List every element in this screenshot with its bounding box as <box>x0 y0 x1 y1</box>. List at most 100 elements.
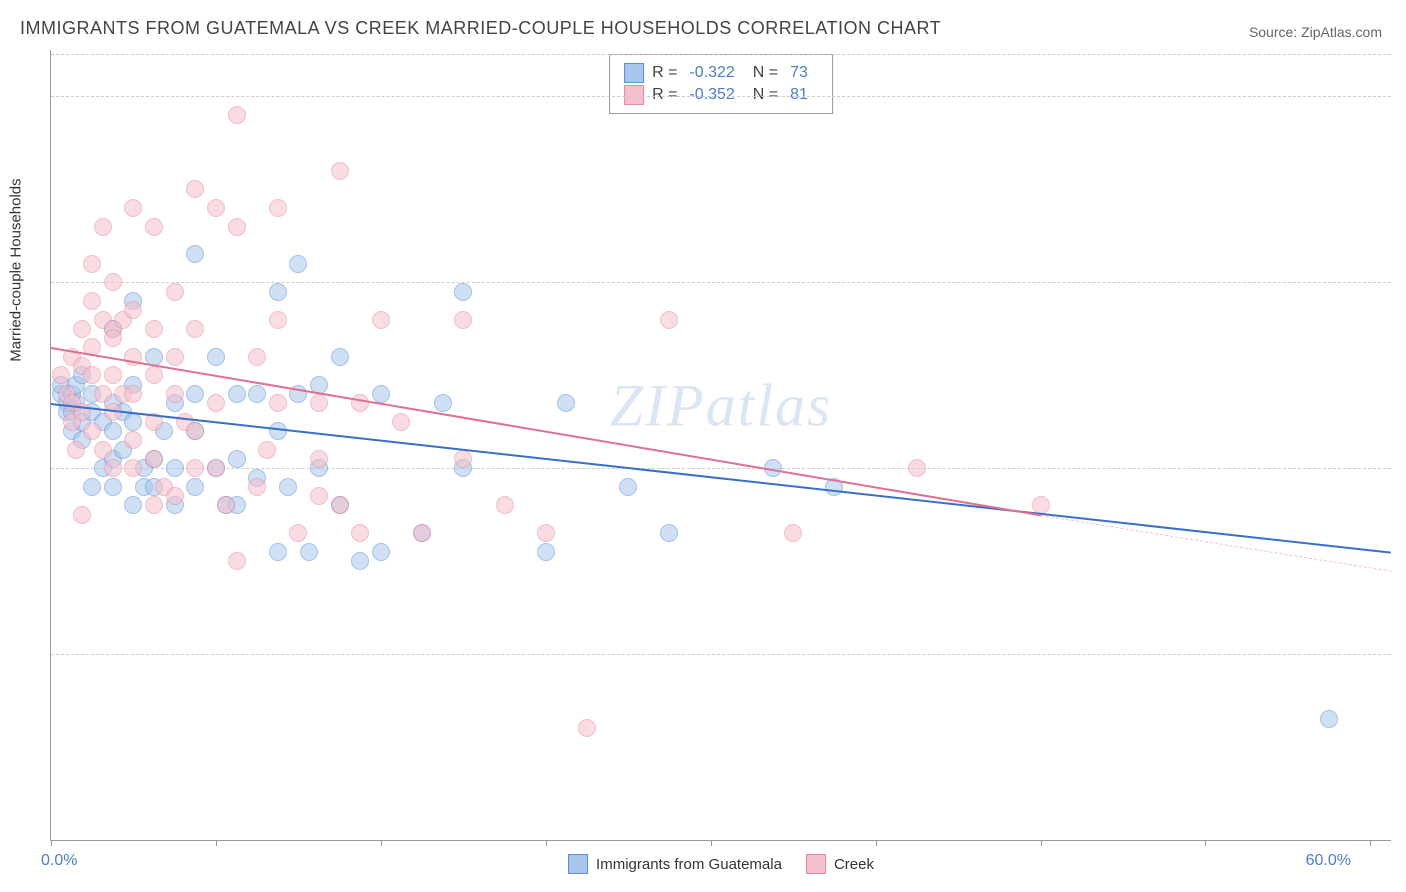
x-tick <box>51 840 52 846</box>
trend-line <box>1040 515 1391 572</box>
scatter-point <box>537 524 555 542</box>
scatter-point <box>124 199 142 217</box>
legend-swatch <box>624 63 644 83</box>
scatter-point <box>166 283 184 301</box>
scatter-point <box>660 311 678 329</box>
scatter-point <box>83 292 101 310</box>
scatter-point <box>73 506 91 524</box>
legend-r-value: -0.322 <box>689 64 734 82</box>
scatter-point <box>660 524 678 542</box>
scatter-point <box>454 283 472 301</box>
x-axis-max-label: 60.0% <box>1306 852 1351 870</box>
scatter-point <box>248 385 266 403</box>
scatter-point <box>124 301 142 319</box>
chart-title: IMMIGRANTS FROM GUATEMALA VS CREEK MARRI… <box>20 18 941 39</box>
scatter-point <box>248 478 266 496</box>
scatter-point <box>269 311 287 329</box>
scatter-point <box>434 394 452 412</box>
legend-n-value: 73 <box>790 64 808 82</box>
x-tick <box>1370 840 1371 846</box>
scatter-point <box>186 422 204 440</box>
scatter-point <box>166 487 184 505</box>
scatter-point <box>83 422 101 440</box>
scatter-point <box>454 450 472 468</box>
legend-r-label: R = <box>652 86 677 104</box>
scatter-point <box>124 431 142 449</box>
scatter-point <box>124 385 142 403</box>
legend-row: R =-0.322N =73 <box>624 63 818 83</box>
scatter-point <box>269 422 287 440</box>
scatter-point <box>228 450 246 468</box>
scatter-point <box>166 348 184 366</box>
scatter-point <box>207 199 225 217</box>
scatter-point <box>269 283 287 301</box>
legend-item: Creek <box>806 854 874 874</box>
scatter-point <box>289 255 307 273</box>
scatter-point <box>300 543 318 561</box>
legend-label: Immigrants from Guatemala <box>596 856 782 873</box>
scatter-point <box>166 459 184 477</box>
scatter-point <box>145 218 163 236</box>
scatter-point <box>145 496 163 514</box>
chart-source: Source: ZipAtlas.com <box>1249 24 1382 40</box>
scatter-point <box>557 394 575 412</box>
scatter-point <box>619 478 637 496</box>
scatter-point <box>289 524 307 542</box>
scatter-point <box>73 320 91 338</box>
legend-correlation-box: R =-0.322N =73R =-0.352N =81 <box>609 54 833 114</box>
legend-n-label: N = <box>753 86 778 104</box>
scatter-point <box>228 218 246 236</box>
scatter-point <box>207 394 225 412</box>
y-axis-label: Married-couple Households <box>8 178 25 361</box>
scatter-point <box>94 441 112 459</box>
scatter-point <box>186 478 204 496</box>
scatter-point <box>372 311 390 329</box>
scatter-point <box>537 543 555 561</box>
scatter-point <box>145 450 163 468</box>
scatter-point <box>351 524 369 542</box>
scatter-point <box>228 385 246 403</box>
legend-row: R =-0.352N =81 <box>624 85 818 105</box>
scatter-point <box>186 245 204 263</box>
scatter-point <box>331 496 349 514</box>
scatter-point <box>331 348 349 366</box>
scatter-point <box>351 394 369 412</box>
scatter-point <box>310 487 328 505</box>
x-axis-min-label: 0.0% <box>41 852 77 870</box>
legend-label: Creek <box>834 856 874 873</box>
scatter-point <box>1320 710 1338 728</box>
x-tick <box>216 840 217 846</box>
gridline <box>51 54 1391 55</box>
legend-item: Immigrants from Guatemala <box>568 854 782 874</box>
scatter-point <box>279 478 297 496</box>
scatter-point <box>331 162 349 180</box>
scatter-point <box>578 719 596 737</box>
scatter-point <box>217 496 235 514</box>
scatter-point <box>124 496 142 514</box>
gridline <box>51 96 1391 97</box>
scatter-point <box>104 422 122 440</box>
watermark-text: ZIPatlas <box>610 371 833 440</box>
scatter-point <box>351 552 369 570</box>
scatter-point <box>186 459 204 477</box>
scatter-point <box>104 366 122 384</box>
scatter-point <box>145 366 163 384</box>
scatter-point <box>104 329 122 347</box>
scatter-point <box>94 385 112 403</box>
scatter-point <box>908 459 926 477</box>
legend-swatch <box>568 854 588 874</box>
scatter-point <box>248 348 266 366</box>
gridline <box>51 654 1391 655</box>
scatter-point <box>67 441 85 459</box>
scatter-point <box>269 543 287 561</box>
x-tick <box>711 840 712 846</box>
scatter-point <box>83 366 101 384</box>
legend-swatch <box>806 854 826 874</box>
scatter-point <box>372 543 390 561</box>
scatter-point <box>269 394 287 412</box>
scatter-point <box>104 459 122 477</box>
scatter-point <box>207 459 225 477</box>
scatter-point <box>310 450 328 468</box>
scatter-point <box>784 524 802 542</box>
scatter-point <box>372 385 390 403</box>
